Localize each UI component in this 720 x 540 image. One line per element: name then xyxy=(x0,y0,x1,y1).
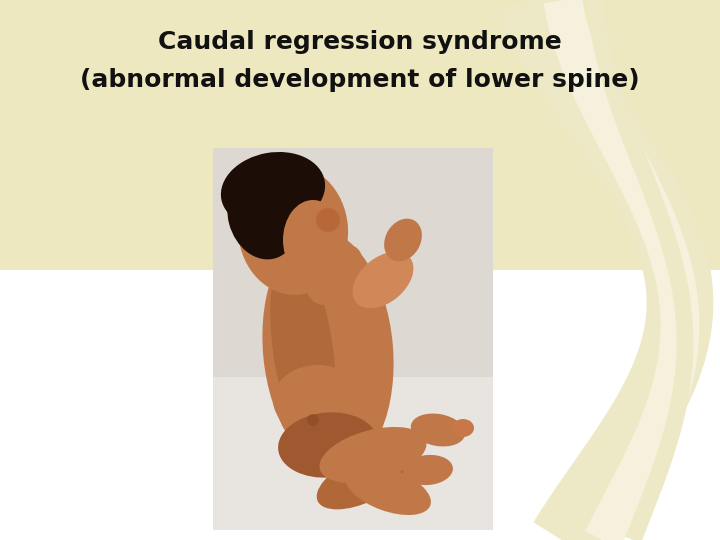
Ellipse shape xyxy=(411,414,465,447)
Ellipse shape xyxy=(278,413,378,478)
Ellipse shape xyxy=(325,245,361,275)
Bar xyxy=(213,148,493,530)
Bar xyxy=(0,270,720,540)
Ellipse shape xyxy=(262,231,394,470)
Ellipse shape xyxy=(238,165,348,295)
Ellipse shape xyxy=(345,465,431,515)
Bar xyxy=(213,377,493,530)
Ellipse shape xyxy=(273,365,363,435)
Text: (abnormal development of lower spine): (abnormal development of lower spine) xyxy=(80,68,640,92)
Ellipse shape xyxy=(221,152,325,228)
Circle shape xyxy=(316,208,340,232)
Text: Caudal regression syndrome: Caudal regression syndrome xyxy=(158,30,562,54)
Bar xyxy=(213,148,493,530)
Ellipse shape xyxy=(353,252,413,308)
Ellipse shape xyxy=(305,265,341,305)
Bar xyxy=(0,0,720,270)
Ellipse shape xyxy=(270,251,336,449)
Ellipse shape xyxy=(452,419,474,437)
Ellipse shape xyxy=(320,427,426,483)
Ellipse shape xyxy=(403,455,453,485)
Ellipse shape xyxy=(317,451,409,509)
Ellipse shape xyxy=(228,171,299,259)
Ellipse shape xyxy=(384,219,422,261)
Ellipse shape xyxy=(283,200,343,280)
Circle shape xyxy=(307,414,319,426)
